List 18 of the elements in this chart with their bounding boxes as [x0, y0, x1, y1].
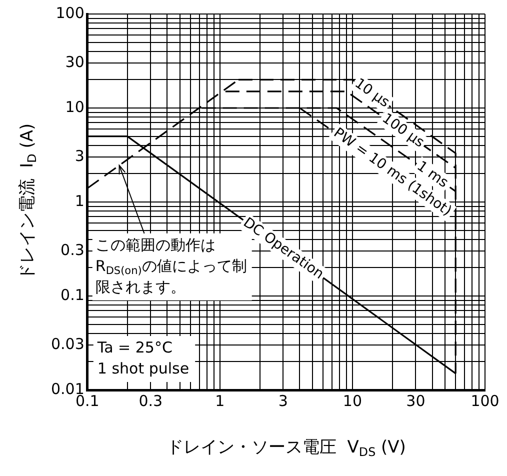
x-tick-label: 100: [470, 392, 500, 410]
y-tick-label: 10: [65, 98, 84, 116]
x-tick-label: 0.3: [138, 392, 163, 410]
annotation: Ta = 25°C 1 shot pulse: [96, 338, 190, 378]
x-tick-label: 3: [278, 392, 288, 410]
annotation: 10 µs: [352, 75, 392, 111]
y-tick-label: 0.3: [60, 241, 84, 260]
x-tick-label: 30: [406, 392, 426, 410]
x-tick-label: 10: [342, 392, 362, 410]
y-tick-label: 0.1: [60, 286, 84, 304]
x-tick-label: 1: [215, 392, 225, 410]
y-axis-title: ドレイン電流 ID (A): [17, 123, 40, 281]
y-tick-label: 3: [74, 147, 84, 166]
annotation: 100 µs: [379, 110, 427, 151]
y-tick-label: 100: [56, 4, 84, 22]
y-tick-label: 30: [65, 53, 84, 72]
y-tick-label: 1: [74, 192, 84, 210]
y-tick-label: 0.03: [50, 335, 84, 354]
